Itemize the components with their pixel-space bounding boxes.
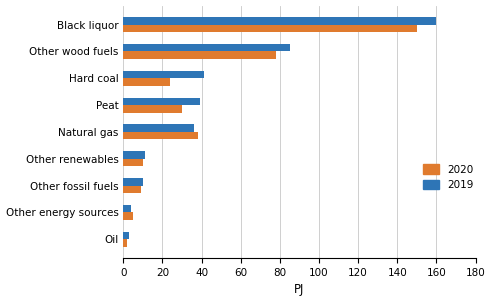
Legend: 2020, 2019: 2020, 2019 [419, 160, 477, 194]
Bar [123, 17, 436, 24]
Bar [123, 178, 143, 185]
Bar [123, 205, 131, 212]
Bar [123, 124, 194, 132]
Bar [123, 51, 276, 59]
Bar [123, 71, 204, 78]
Bar [123, 98, 200, 105]
Bar [123, 24, 417, 32]
Bar [123, 132, 198, 139]
Bar [123, 78, 170, 86]
X-axis label: PJ: PJ [294, 284, 304, 297]
Bar [123, 212, 133, 220]
Bar [123, 151, 145, 159]
Bar [123, 44, 290, 51]
Bar [123, 105, 182, 113]
Bar [123, 232, 129, 239]
Bar [123, 239, 127, 247]
Bar [123, 185, 141, 193]
Bar [123, 159, 143, 166]
